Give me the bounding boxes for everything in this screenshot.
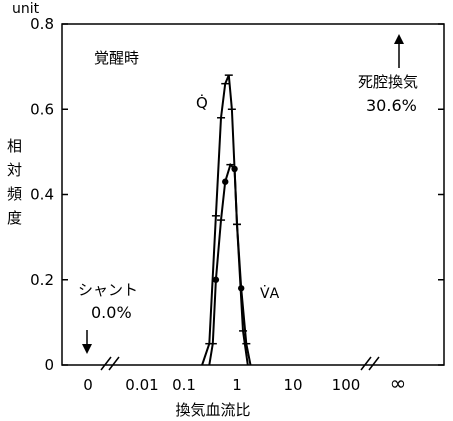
x-tick-label: ∞ xyxy=(390,371,407,395)
y-axis-label: 相対頻度 xyxy=(7,137,22,227)
x-tick-label: 100 xyxy=(332,376,361,394)
x-tick-label: 0.01 xyxy=(125,376,158,394)
dead-space-arrow-head xyxy=(394,34,404,44)
shunt-value: 0.0% xyxy=(91,303,132,322)
y-ticks: 0 0.2 0.4 0.6 0.8 xyxy=(30,15,444,374)
series-point-1 xyxy=(212,276,220,283)
series-label-q: Q̇ xyxy=(196,93,208,112)
y-unit: unit xyxy=(12,1,40,17)
series-point-1 xyxy=(231,165,238,173)
y-tick-label: 0.8 xyxy=(30,15,54,33)
x-tick-label: 1 xyxy=(232,376,242,394)
x-tick-label: 0 xyxy=(83,376,93,394)
y-tick-label: 0.4 xyxy=(30,186,54,204)
x-axis-label: 換気血流比 xyxy=(175,401,250,419)
y-tick-label: 0 xyxy=(44,356,54,374)
axis-break-left xyxy=(100,356,120,371)
axis-break-right xyxy=(360,356,380,371)
dead-space-value: 30.6% xyxy=(366,96,417,115)
shunt-arrow-head xyxy=(82,344,92,354)
dead-space-label: 死腔換気 xyxy=(358,73,418,91)
series-group xyxy=(201,74,252,366)
x-tick-label: 10 xyxy=(283,376,302,394)
condition-label: 覚醒時 xyxy=(94,49,139,67)
x-ticks: 0 0.01 0.1 1 10 100 ∞ xyxy=(83,371,406,395)
series-point-1 xyxy=(237,285,245,292)
x-tick-label: 0.1 xyxy=(172,376,196,394)
y-tick-label: 0.6 xyxy=(30,100,54,118)
y-tick-label: 0.2 xyxy=(30,271,54,289)
series-label-va: V̇A xyxy=(260,285,280,302)
shunt-label: シャント xyxy=(78,281,138,299)
series-point-1 xyxy=(222,178,229,185)
